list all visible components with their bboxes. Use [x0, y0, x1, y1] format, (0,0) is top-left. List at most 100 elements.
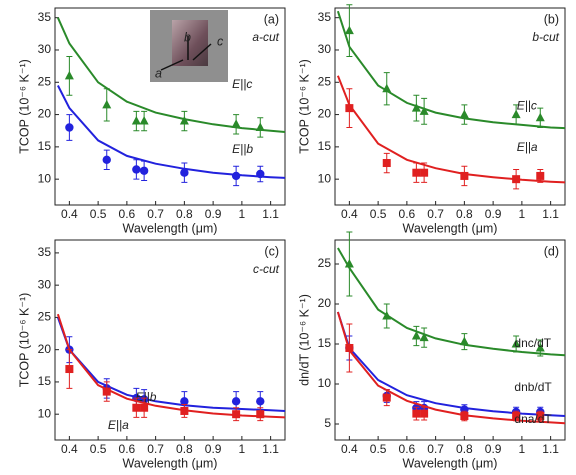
x-tick-label: 0.9 [205, 442, 222, 456]
point [420, 410, 428, 418]
series-label: E||a [108, 418, 129, 432]
x-tick-label: 1.1 [542, 442, 559, 456]
x-tick-label: 0.4 [341, 207, 358, 221]
point [512, 175, 520, 183]
point [420, 169, 428, 177]
x-tick-label: 0.9 [485, 207, 502, 221]
y-tick-label: 10 [318, 171, 332, 185]
x-tick-label: 0.6 [399, 442, 416, 456]
point [256, 397, 264, 405]
fit-curve [58, 314, 285, 417]
x-tick-label: 0.5 [90, 442, 107, 456]
x-tick-label: 0.4 [61, 207, 78, 221]
point [256, 410, 264, 418]
point [412, 169, 420, 177]
y-tick-label: 10 [38, 171, 52, 185]
point [536, 172, 544, 180]
x-tick-label: 0.4 [61, 442, 78, 456]
point [132, 165, 140, 173]
x-tick-label: 0.6 [119, 207, 136, 221]
x-tick-label: 0.4 [341, 442, 358, 456]
y-tick-label: 20 [38, 107, 52, 121]
inset-label: a [155, 66, 162, 80]
y-tick-label: 15 [318, 139, 332, 153]
x-axis-label: Wavelength (μm) [123, 456, 218, 470]
x-tick-label: 1 [239, 442, 246, 456]
y-tick-label: 35 [38, 245, 52, 259]
fit-curve [338, 76, 565, 183]
panel-label: (a) [264, 12, 279, 26]
y-tick-label: 25 [38, 74, 52, 88]
x-tick-label: 0.5 [370, 207, 387, 221]
x-axis-label: Wavelength (μm) [403, 221, 498, 235]
point [132, 404, 140, 412]
point [345, 104, 353, 112]
x-tick-label: 0.6 [119, 442, 136, 456]
y-tick-label: 10 [38, 406, 52, 420]
point [65, 365, 73, 373]
y-tick-label: 20 [318, 296, 332, 310]
x-tick-label: 1 [239, 207, 246, 221]
x-tick-label: 0.6 [399, 207, 416, 221]
point [232, 119, 241, 128]
y-tick-label: 5 [324, 416, 331, 430]
point [132, 116, 141, 125]
point [180, 169, 188, 177]
y-axis-label: TCOP (10⁻⁶ K⁻¹) [297, 59, 311, 154]
x-tick-label: 1 [519, 207, 526, 221]
series-label: E||c [232, 77, 252, 91]
x-tick-label: 1.1 [262, 207, 279, 221]
point [345, 344, 353, 352]
y-tick-label: 10 [318, 376, 332, 390]
x-tick-label: 1 [519, 442, 526, 456]
panel-label: (c) [264, 244, 279, 258]
x-tick-label: 1.1 [542, 207, 559, 221]
point [65, 71, 74, 80]
point [65, 123, 73, 131]
panel-label: (b) [544, 12, 559, 26]
y-tick-label: 15 [38, 139, 52, 153]
y-tick-label: 35 [38, 10, 52, 24]
panel: 0.40.50.60.70.80.911.1101520253035Wavele… [297, 5, 565, 236]
y-tick-label: 15 [38, 374, 52, 388]
point [180, 407, 188, 415]
y-tick-label: 30 [318, 42, 332, 56]
point [460, 110, 469, 119]
panel-label: (d) [544, 244, 559, 258]
x-tick-label: 0.7 [147, 442, 164, 456]
panel-subtitle: a-cut [252, 30, 279, 44]
y-tick-label: 25 [318, 256, 332, 270]
x-tick-label: 0.8 [456, 442, 473, 456]
x-tick-label: 0.5 [370, 442, 387, 456]
point [232, 397, 240, 405]
x-axis-label: Wavelength (μm) [123, 221, 218, 235]
point [460, 337, 469, 346]
x-tick-label: 0.7 [147, 207, 164, 221]
point [140, 404, 148, 412]
point [256, 170, 264, 178]
figure: 0.40.50.60.70.80.911.1101520253035Wavele… [0, 0, 576, 470]
series-label: dnc/dT [514, 336, 551, 350]
fit-curve [58, 86, 285, 178]
y-axis-label: TCOP (10⁻⁶ K⁻¹) [17, 59, 31, 154]
series-label: dna/dT [514, 412, 552, 426]
point [102, 100, 111, 109]
point [383, 394, 391, 402]
point [345, 26, 354, 34]
y-tick-label: 15 [318, 336, 332, 350]
point [460, 412, 468, 420]
point [140, 167, 148, 175]
x-tick-label: 0.9 [205, 207, 222, 221]
y-axis-label: TCOP (10⁻⁶ K⁻¹) [17, 293, 31, 388]
y-tick-label: 20 [38, 342, 52, 356]
series-label: E||a [517, 140, 538, 154]
inset-label: b [184, 30, 191, 44]
point [536, 113, 545, 122]
point [232, 172, 240, 180]
series-label: E||c [517, 99, 537, 113]
x-tick-label: 0.7 [427, 442, 444, 456]
x-tick-label: 0.8 [176, 207, 193, 221]
y-tick-label: 35 [318, 10, 332, 24]
